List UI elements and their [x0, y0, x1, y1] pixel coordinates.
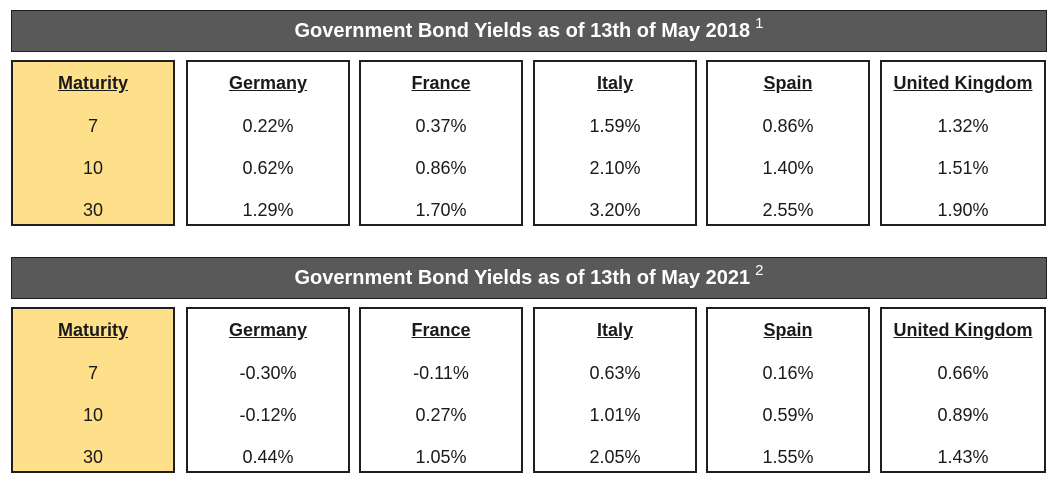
table-cell: 0.22% [242, 116, 294, 136]
column-header: Italy [596, 73, 634, 93]
table-cell: 2.55% [762, 200, 814, 220]
column-header: United Kingdom [893, 320, 1033, 340]
table-cell: 10 [82, 158, 104, 178]
column-header: Germany [228, 320, 308, 340]
table-cell: 0.16% [762, 363, 814, 383]
column-united-kingdom: United Kingdom 1.32% 1.51% 1.90% [880, 60, 1046, 226]
table-cell: 1.01% [589, 405, 641, 425]
table-cell: 1.90% [937, 200, 989, 220]
column-header: Italy [596, 320, 634, 340]
column-france: France 0.37% 0.86% 1.70% [359, 60, 523, 226]
column-header: United Kingdom [893, 73, 1033, 93]
table-cell: 0.66% [937, 363, 989, 383]
footnote-marker: 1 [755, 14, 764, 32]
table-cell: 1.43% [937, 447, 989, 467]
table-cell: 30 [82, 200, 104, 220]
table-cell: 0.63% [589, 363, 641, 383]
column-header: Maturity [57, 320, 128, 340]
table-cell: 30 [82, 447, 104, 467]
column-header: France [411, 320, 471, 340]
column-germany: Germany 0.22% 0.62% 1.29% [186, 60, 350, 226]
column-france: France -0.11% 0.27% 1.05% [359, 307, 523, 473]
column-spain: Spain 0.86% 1.40% 2.55% [706, 60, 870, 226]
table-cell: 0.27% [415, 405, 467, 425]
table-cell: 0.86% [415, 158, 467, 178]
table-cell: 0.86% [762, 116, 814, 136]
table-cell: 7 [87, 116, 98, 136]
column-italy: Italy 0.63% 1.01% 2.05% [533, 307, 697, 473]
table-cell: 1.29% [242, 200, 294, 220]
table-cell: 0.59% [762, 405, 814, 425]
table-title-bar: Government Bond Yields as of 13th of May… [11, 10, 1047, 52]
table-cell: 0.37% [415, 116, 467, 136]
table-cell: 7 [87, 363, 98, 383]
table-cell: 1.59% [589, 116, 641, 136]
table-cell: 0.44% [242, 447, 294, 467]
table-cell: 2.10% [589, 158, 641, 178]
table-cell: 1.05% [415, 447, 467, 467]
table-cell: 1.55% [762, 447, 814, 467]
table-cell: 0.62% [242, 158, 294, 178]
footnote-marker: 2 [755, 261, 764, 279]
table-cell: 10 [82, 405, 104, 425]
column-maturity: Maturity 7 10 30 [11, 307, 175, 473]
column-italy: Italy 1.59% 2.10% 3.20% [533, 60, 697, 226]
column-header: Spain [763, 320, 813, 340]
table-cell: 1.40% [762, 158, 814, 178]
table-cell: 1.51% [937, 158, 989, 178]
table-cell: 2.05% [589, 447, 641, 467]
table-title: Government Bond Yields as of 13th of May… [294, 266, 751, 289]
column-united-kingdom: United Kingdom 0.66% 0.89% 1.43% [880, 307, 1046, 473]
table-cell: -0.12% [239, 405, 297, 425]
table-cell: -0.30% [239, 363, 297, 383]
table-cell: 1.32% [937, 116, 989, 136]
table-cell: 1.70% [415, 200, 467, 220]
table-title-bar: Government Bond Yields as of 13th of May… [11, 257, 1047, 299]
table-cell: -0.11% [413, 363, 469, 383]
column-maturity: Maturity 7 10 30 [11, 60, 175, 226]
column-header: Maturity [57, 73, 128, 93]
column-germany: Germany -0.30% -0.12% 0.44% [186, 307, 350, 473]
column-spain: Spain 0.16% 0.59% 1.55% [706, 307, 870, 473]
table-title: Government Bond Yields as of 13th of May… [294, 19, 751, 42]
table-cell: 0.89% [937, 405, 989, 425]
table-cell: 3.20% [589, 200, 641, 220]
column-header: Germany [228, 73, 308, 93]
column-header: France [411, 73, 471, 93]
column-header: Spain [763, 73, 813, 93]
